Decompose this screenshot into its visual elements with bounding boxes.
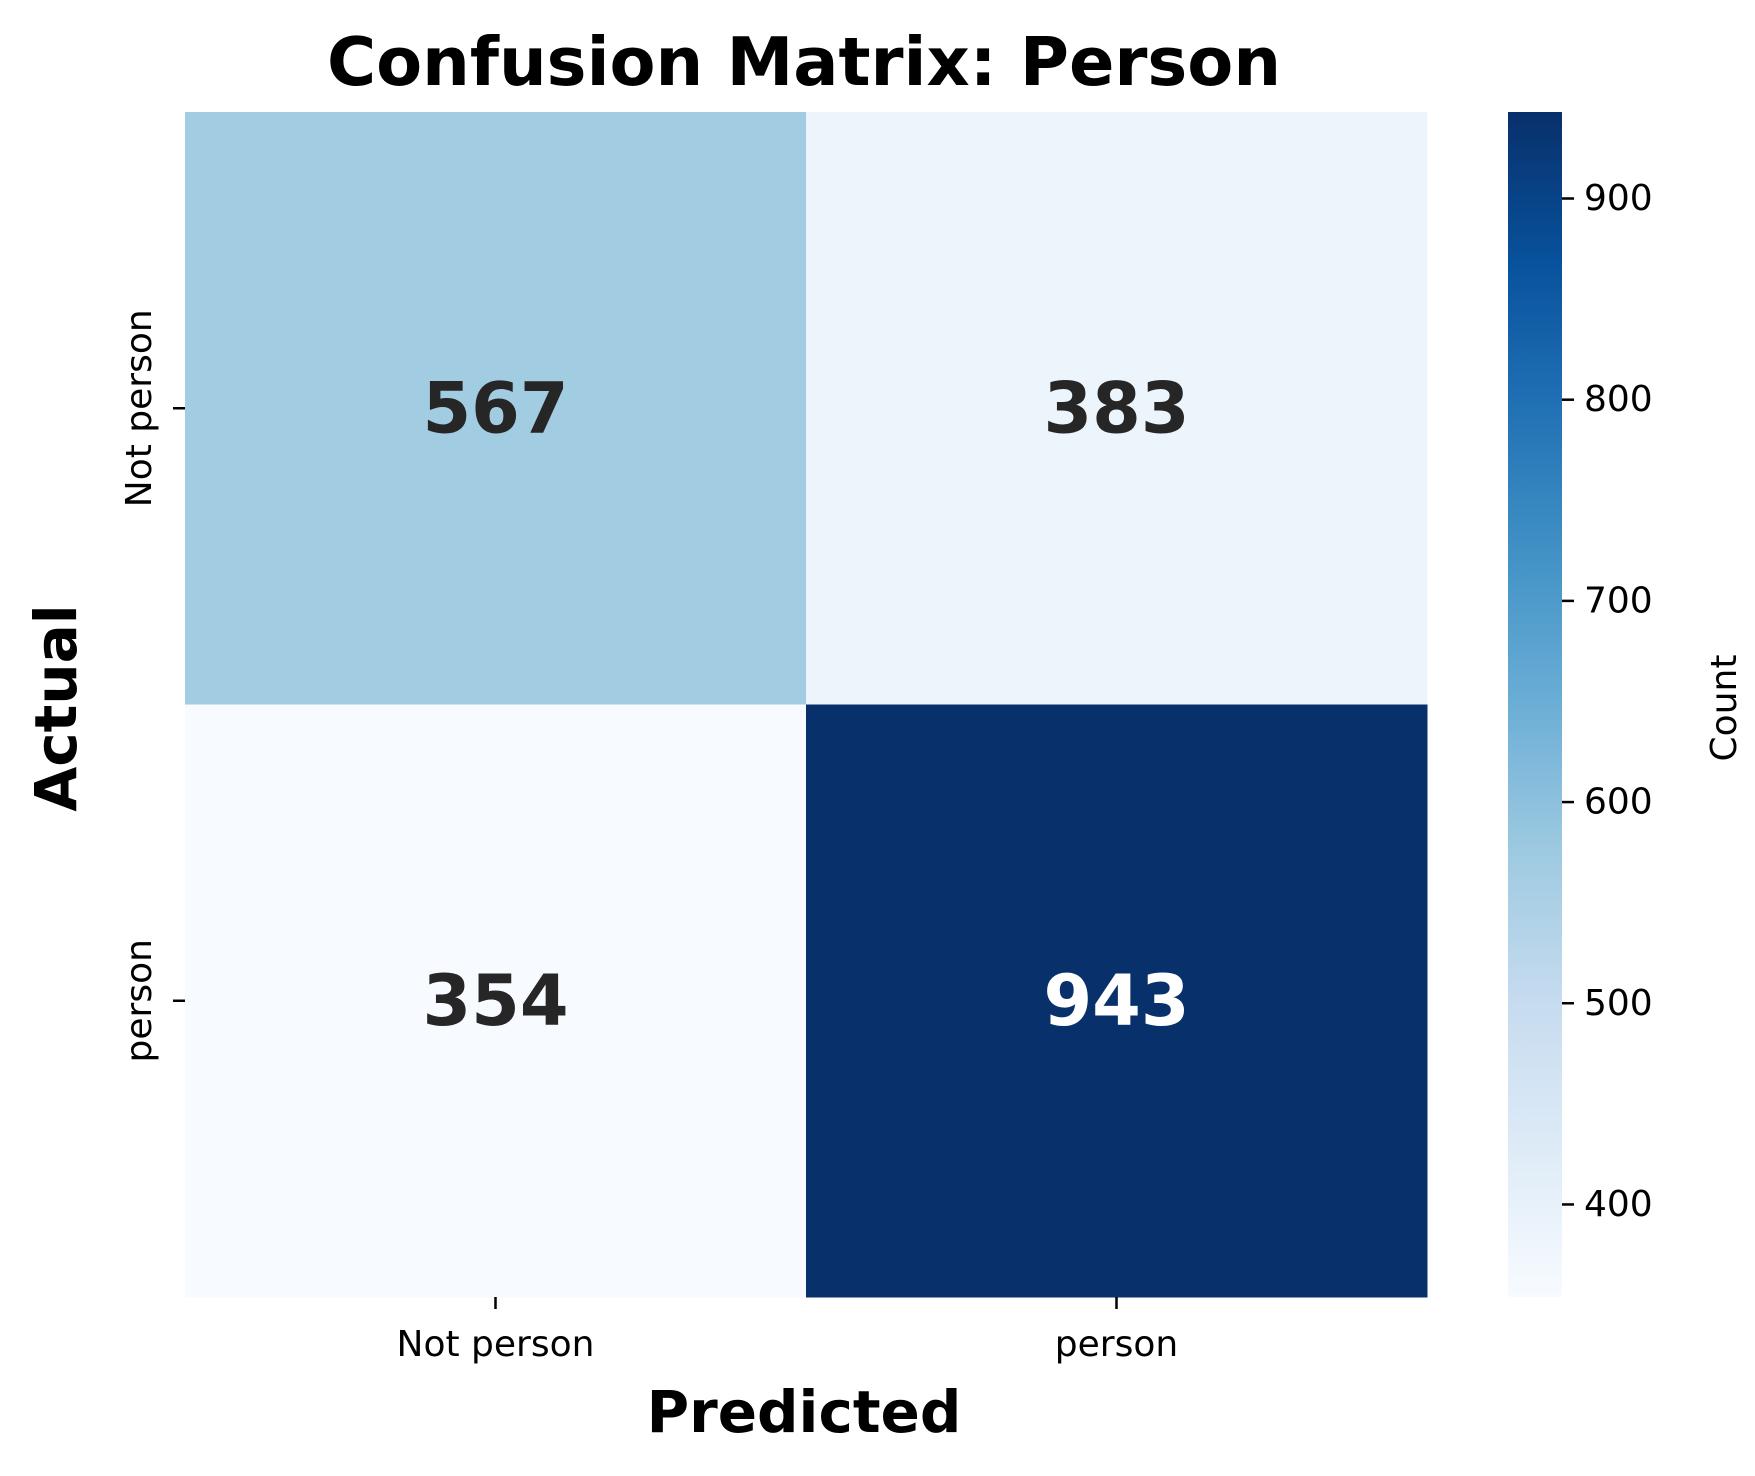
heatmap-cells [185,112,1428,1298]
heatmap-cell-labels: 567 383 354 943 [422,367,1189,1042]
colorbar-tick-label: 500 [1584,983,1653,1024]
colorbar-label: Count [1704,655,1745,762]
cell-value-label: 567 [422,367,568,449]
chart-title: Confusion Matrix: Person [327,23,1281,101]
y-tick-label: Not person [119,309,160,507]
y-axis-ticks: Not person person [119,309,185,1062]
cell-value-label: 354 [422,960,568,1042]
heatmap-cell [806,704,1428,1298]
heatmap-cell [185,704,807,1298]
y-tick-label: person [119,939,160,1062]
colorbar [1508,112,1562,1297]
cell-value-label: 383 [1043,367,1189,449]
colorbar-tick-label: 900 [1584,178,1653,219]
colorbar-tick-label: 400 [1584,1184,1653,1225]
heatmap-cell [185,112,807,705]
x-tick-label: Not person [397,1324,595,1365]
y-axis-label: Actual [22,604,90,811]
cell-value-label: 943 [1043,960,1189,1042]
colorbar-tick-label: 800 [1584,379,1653,420]
heatmap-cell [806,112,1428,705]
colorbar-ticks: 400 500 600 700 800 900 [1562,178,1653,1225]
colorbar-tick-label: 600 [1584,782,1653,823]
x-axis-ticks: Not person person [397,1297,1178,1365]
colorbar-tick-label: 700 [1584,580,1653,621]
x-tick-label: person [1055,1324,1178,1365]
x-axis-label: Predicted [647,1378,962,1446]
